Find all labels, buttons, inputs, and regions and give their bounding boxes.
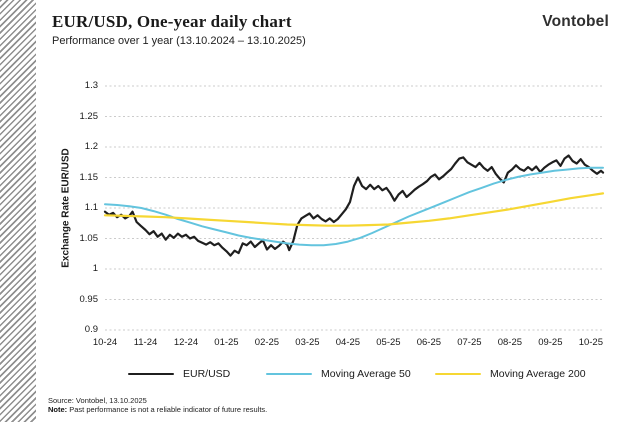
- note-text: Note: Past performance is not a reliable…: [48, 405, 268, 414]
- x-tick-label: 01-25: [214, 337, 239, 348]
- vontobel-logo: Vontobel: [542, 13, 609, 30]
- legend-line-sample-eur-usd: [128, 372, 174, 376]
- legend-label: Moving Average 200: [490, 368, 586, 380]
- source-text: Source: Vontobel, 13.10.2025: [48, 396, 147, 405]
- x-tick-label: 11-24: [133, 337, 158, 348]
- legend-label: EUR/USD: [183, 368, 231, 380]
- x-tick-label: 05-25: [376, 337, 401, 348]
- y-tick-label: 0.9: [84, 324, 98, 335]
- line-chart-plot-area: [103, 85, 605, 331]
- x-tick-label: 09-25: [538, 337, 563, 348]
- legend-line-sample-ma50: [266, 373, 312, 375]
- y-tick-label: 1: [92, 263, 98, 274]
- x-tick-label: 02-25: [254, 337, 280, 348]
- chart-subtitle: Performance over 1 year (13.10.2024 – 13…: [52, 35, 306, 47]
- x-tick-label: 06-25: [416, 337, 442, 348]
- x-tick-label: 04-25: [335, 337, 361, 348]
- legend-item-eur-usd: EUR/USD: [128, 368, 230, 380]
- series-line-eur-usd: [103, 154, 605, 257]
- x-tick-label: 03-25: [295, 337, 320, 348]
- series-line-moving-average-200: [103, 192, 605, 227]
- y-tick-label: 0.95: [79, 293, 99, 305]
- series-line-moving-average-50: [104, 166, 604, 247]
- page-title: EUR/USD, One-year daily chart: [52, 12, 292, 31]
- decorative-stripes-pattern: [0, 0, 36, 422]
- y-tick-label: 1.3: [84, 80, 98, 91]
- y-tick-label: 1.05: [79, 232, 99, 244]
- legend-item-moving-average-50: Moving Average 50: [266, 368, 411, 380]
- x-tick-label: 12-24: [173, 337, 199, 348]
- y-tick-label: 1.1: [84, 202, 98, 213]
- x-tick-label: 07-25: [457, 337, 482, 348]
- legend-line-sample-ma200: [435, 372, 481, 376]
- x-tick-label: 10-24: [92, 337, 118, 348]
- note-label: Note:: [48, 405, 68, 414]
- legend-label: Moving Average 50: [321, 368, 411, 380]
- y-tick-label: 1.2: [84, 141, 98, 152]
- y-tick-label: 1.15: [79, 171, 99, 183]
- x-tick-label: 10-25: [578, 337, 603, 348]
- legend-item-moving-average-200: Moving Average 200: [435, 368, 586, 380]
- y-tick-label: 1.25: [79, 110, 99, 122]
- x-tick-label: 08-25: [497, 337, 523, 348]
